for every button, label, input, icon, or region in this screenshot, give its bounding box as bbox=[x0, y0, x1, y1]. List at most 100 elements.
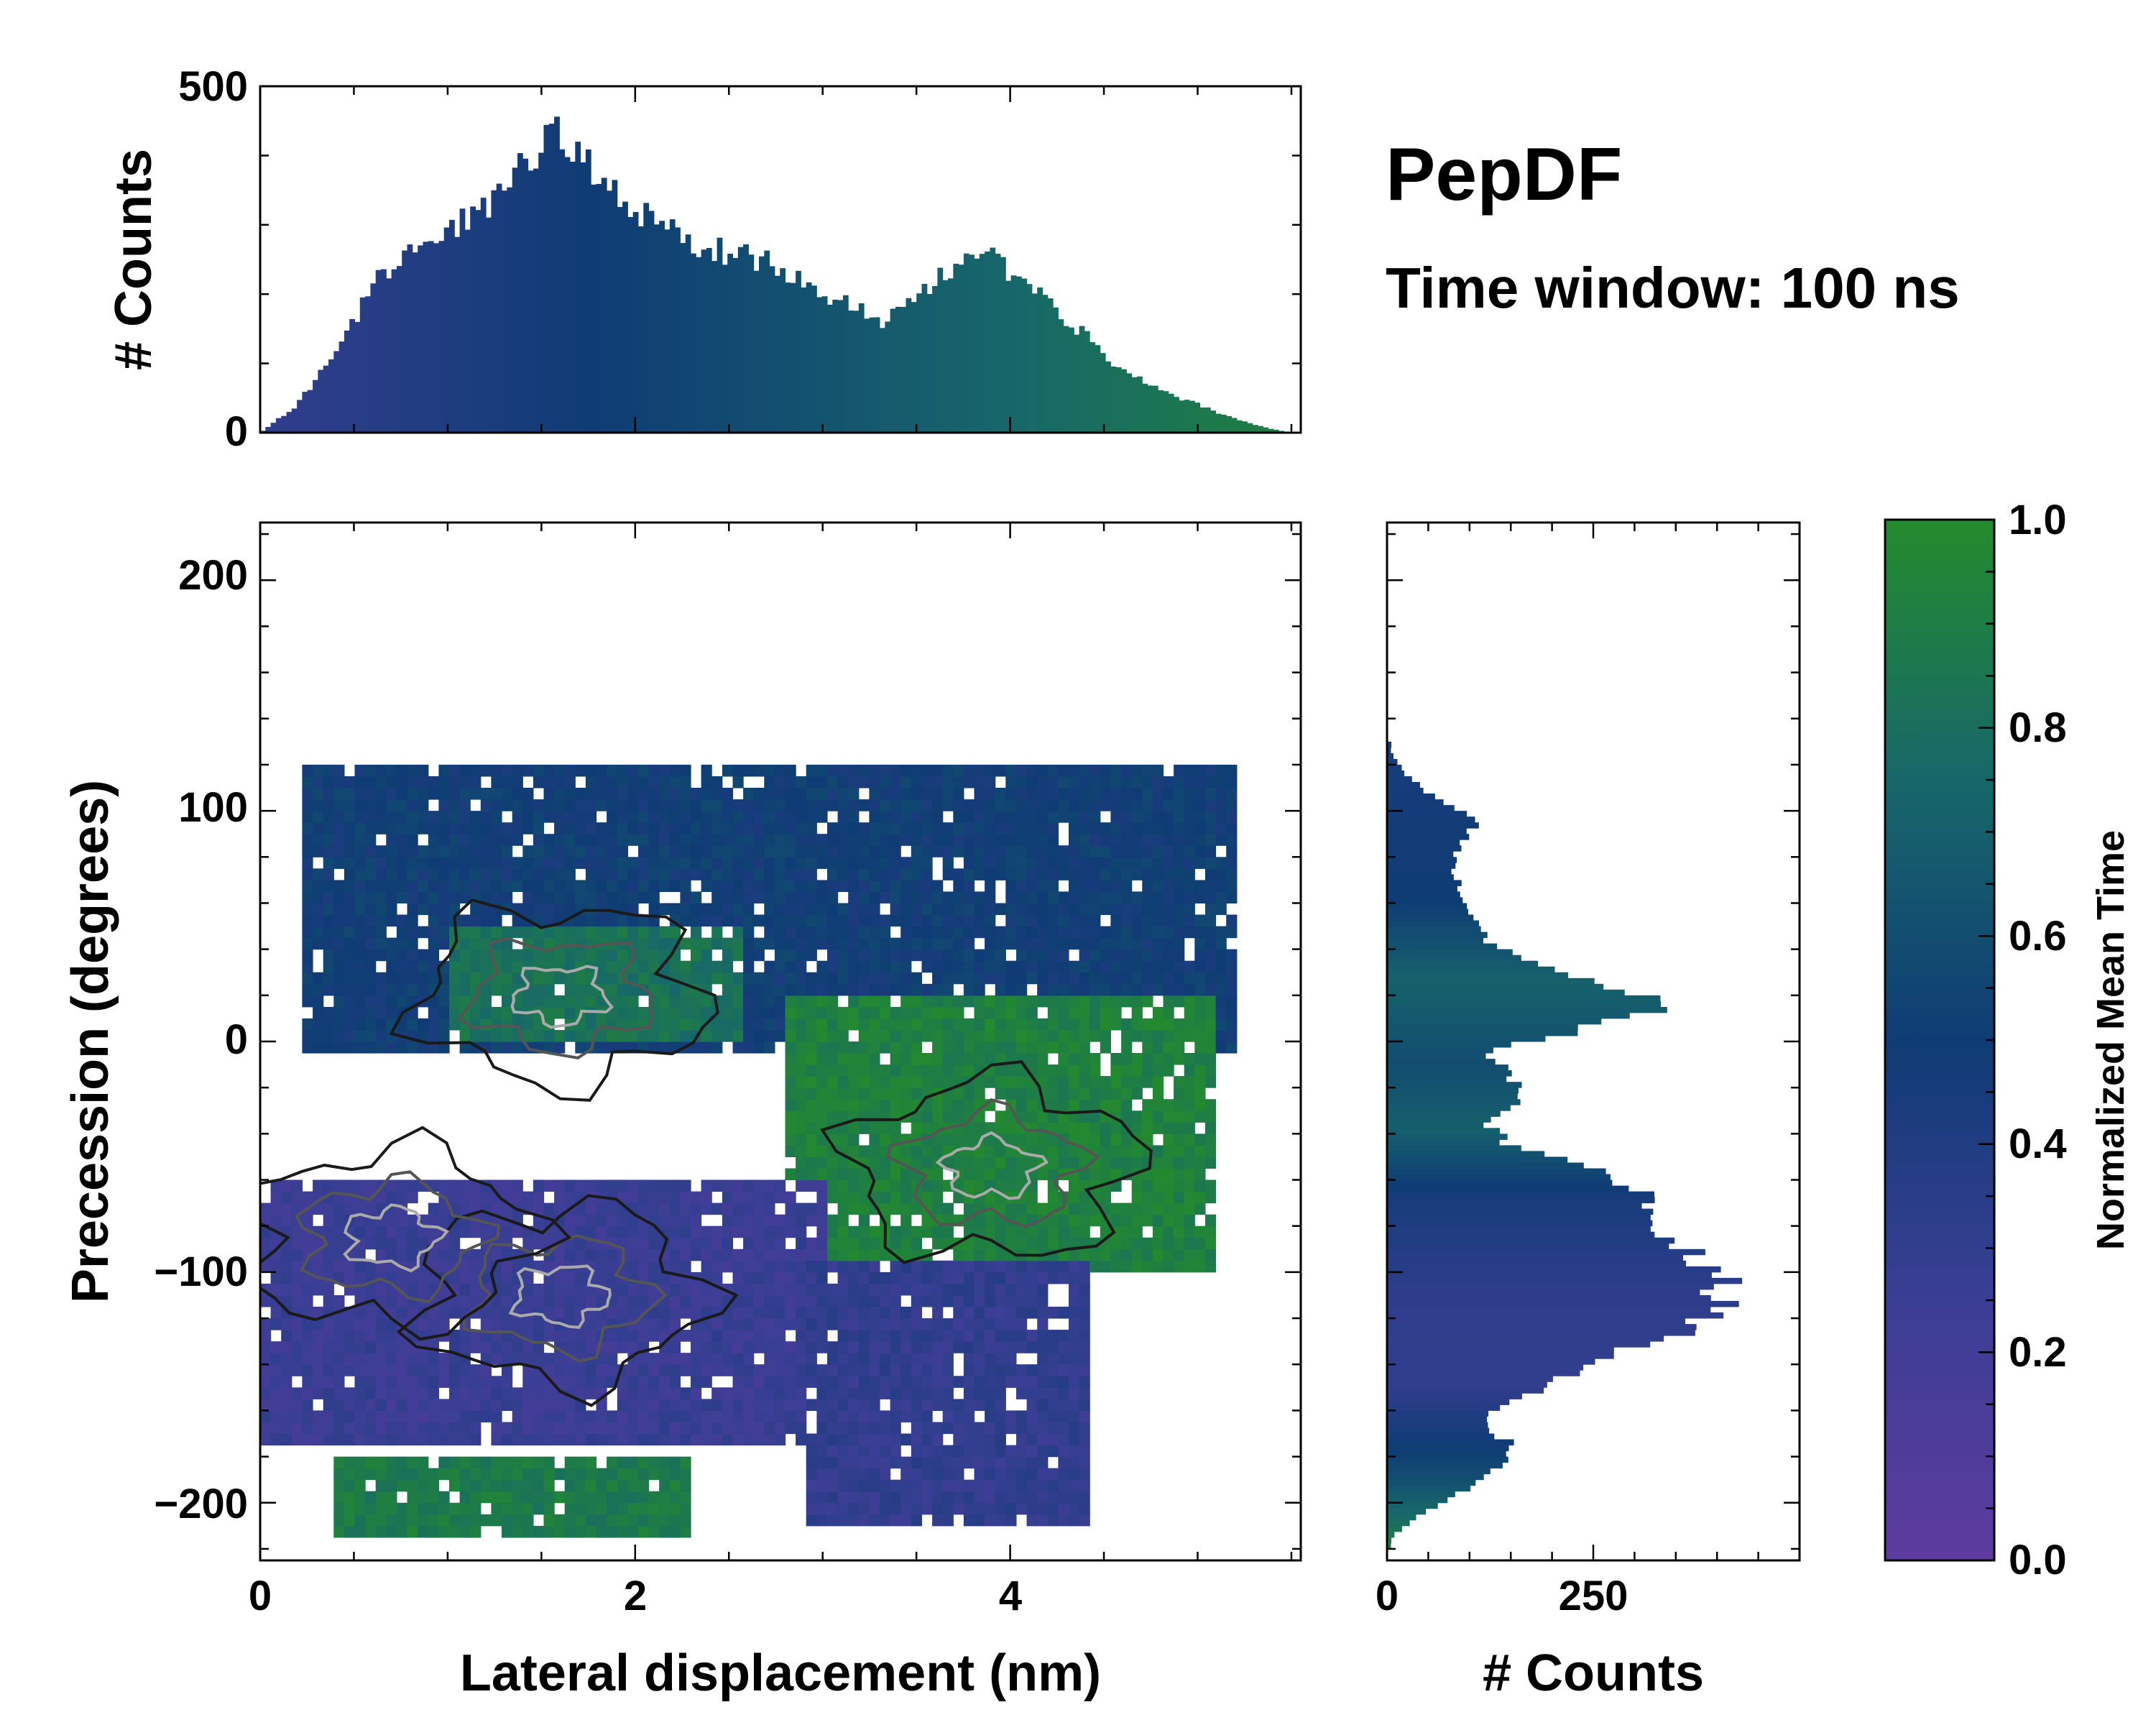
heatmap-cell bbox=[386, 1433, 397, 1446]
heatmap-cell bbox=[953, 1295, 964, 1307]
heatmap-cell bbox=[375, 1376, 387, 1388]
heatmap-cell bbox=[1204, 1099, 1217, 1111]
heatmap-cell bbox=[900, 1202, 912, 1215]
top-histogram-bar bbox=[895, 306, 901, 433]
heatmap-cell bbox=[607, 891, 618, 903]
heatmap-cell bbox=[575, 1179, 586, 1192]
heatmap-cell bbox=[291, 1225, 303, 1238]
heatmap-cell bbox=[1005, 1122, 1017, 1134]
heatmap-cell bbox=[1037, 1237, 1049, 1250]
heatmap-cell bbox=[1016, 1456, 1028, 1469]
heatmap-cell bbox=[974, 1387, 985, 1399]
heatmap-cell bbox=[837, 1237, 849, 1250]
heatmap-cell bbox=[837, 1191, 849, 1204]
heatmap-cell bbox=[617, 1410, 628, 1422]
heatmap-cell bbox=[785, 1318, 796, 1330]
heatmap-cell bbox=[900, 1064, 912, 1077]
heatmap-cell bbox=[512, 822, 523, 834]
heatmap-cell bbox=[344, 1260, 356, 1273]
heatmap-cell bbox=[302, 1191, 313, 1204]
heatmap-cell bbox=[785, 926, 796, 939]
heatmap-cell bbox=[985, 903, 996, 916]
heatmap-cell bbox=[1204, 1179, 1217, 1192]
heatmap-cell bbox=[491, 799, 502, 811]
heatmap-cell bbox=[900, 1237, 912, 1250]
heatmap-cell bbox=[281, 1422, 292, 1435]
heatmap-cell bbox=[921, 764, 933, 777]
heatmap-cell bbox=[911, 1399, 922, 1411]
heatmap-cell bbox=[942, 1376, 954, 1388]
heatmap-cell bbox=[827, 788, 839, 800]
heatmap-cell bbox=[502, 868, 513, 880]
heatmap-cell bbox=[1204, 926, 1217, 939]
heatmap-cell bbox=[1184, 972, 1195, 985]
heatmap-cell bbox=[407, 788, 418, 800]
heatmap-cell bbox=[596, 1271, 607, 1284]
heatmap-cell bbox=[858, 1087, 870, 1100]
heatmap-cell bbox=[932, 1514, 944, 1527]
heatmap-cell bbox=[963, 764, 975, 777]
heatmap-cell bbox=[880, 1006, 891, 1019]
heatmap-cell bbox=[985, 857, 996, 869]
heatmap-cell bbox=[449, 891, 461, 903]
heatmap-cell bbox=[963, 983, 975, 996]
heatmap-cell bbox=[543, 972, 555, 985]
heatmap-cell bbox=[701, 1353, 712, 1365]
heatmap-cell bbox=[1016, 857, 1028, 869]
heatmap-cell bbox=[459, 1387, 471, 1399]
heatmap-cell bbox=[880, 1283, 891, 1296]
heatmap-cell bbox=[396, 845, 408, 857]
heatmap-cell bbox=[701, 1307, 712, 1319]
heatmap-cell bbox=[1058, 937, 1069, 950]
heatmap-cell bbox=[1226, 799, 1238, 811]
heatmap-cell bbox=[533, 903, 545, 916]
heatmap-cell bbox=[911, 788, 922, 800]
heatmap-cell bbox=[995, 995, 1006, 1008]
heatmap-cell bbox=[774, 799, 786, 811]
heatmap-cell bbox=[354, 799, 366, 811]
heatmap-cell bbox=[953, 1248, 964, 1261]
heatmap-cell bbox=[291, 1364, 303, 1376]
heatmap-cell bbox=[302, 1341, 313, 1353]
heatmap-cell bbox=[869, 822, 880, 834]
heatmap-cell bbox=[985, 1041, 996, 1054]
top-histogram-bar bbox=[543, 124, 550, 433]
heatmap-cell bbox=[607, 914, 618, 927]
heatmap-cell bbox=[648, 788, 660, 800]
heatmap-cell bbox=[281, 1307, 292, 1319]
heatmap-cell bbox=[963, 1410, 975, 1422]
heatmap-cell bbox=[764, 1202, 775, 1215]
top-histogram-bar bbox=[864, 318, 870, 433]
heatmap-cell bbox=[1026, 776, 1038, 788]
heatmap-cell bbox=[1194, 1145, 1206, 1157]
heatmap-cell bbox=[953, 845, 964, 857]
heatmap-cell bbox=[806, 1468, 817, 1481]
heatmap-cell bbox=[470, 1364, 482, 1376]
heatmap-cell bbox=[1089, 1168, 1101, 1181]
heatmap-cell bbox=[407, 1248, 418, 1261]
heatmap-cell bbox=[502, 1422, 513, 1435]
heatmap-cell bbox=[796, 1422, 807, 1435]
top-histogram-bar bbox=[281, 415, 287, 433]
heatmap-cell bbox=[816, 1064, 828, 1077]
heatmap-cell bbox=[1058, 788, 1069, 800]
heatmap-cell bbox=[302, 1283, 313, 1296]
heatmap-cell bbox=[291, 1179, 303, 1192]
heatmap-cell bbox=[585, 1479, 597, 1492]
heatmap-cell bbox=[302, 983, 313, 996]
heatmap-cell bbox=[816, 1076, 828, 1088]
heatmap-cell bbox=[1121, 972, 1133, 985]
heatmap-cell bbox=[1026, 1122, 1038, 1134]
heatmap-cell bbox=[827, 1422, 839, 1435]
heatmap-cell bbox=[827, 1353, 839, 1365]
heatmap-cell bbox=[869, 937, 880, 950]
heatmap-cell bbox=[774, 811, 786, 823]
heatmap-cell bbox=[753, 1041, 765, 1054]
heatmap-cell bbox=[848, 1387, 860, 1399]
heatmap-cell bbox=[533, 857, 545, 869]
heatmap-cell bbox=[491, 776, 502, 788]
heatmap-cell bbox=[407, 903, 418, 916]
top-histogram-bar bbox=[470, 206, 476, 433]
heatmap-cell bbox=[585, 1202, 597, 1215]
heatmap-cell bbox=[974, 764, 985, 777]
